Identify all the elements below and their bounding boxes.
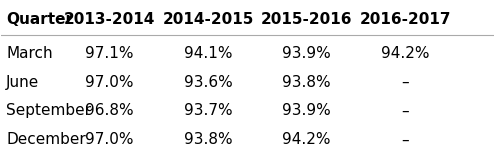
Text: 94.2%: 94.2% <box>282 132 331 147</box>
Text: 93.6%: 93.6% <box>184 75 233 90</box>
Text: 93.7%: 93.7% <box>184 104 233 118</box>
Text: 2014-2015: 2014-2015 <box>162 12 254 27</box>
Text: 93.9%: 93.9% <box>282 104 331 118</box>
Text: 97.1%: 97.1% <box>86 46 134 61</box>
Text: 93.9%: 93.9% <box>282 46 331 61</box>
Text: 93.8%: 93.8% <box>184 132 233 147</box>
Text: 97.0%: 97.0% <box>86 132 134 147</box>
Text: 2015-2016: 2015-2016 <box>261 12 352 27</box>
Text: 94.2%: 94.2% <box>381 46 429 61</box>
Text: 96.8%: 96.8% <box>85 104 134 118</box>
Text: March: March <box>6 46 53 61</box>
Text: –: – <box>401 132 409 147</box>
Text: June: June <box>6 75 40 90</box>
Text: –: – <box>401 75 409 90</box>
Text: December: December <box>6 132 86 147</box>
Text: 94.1%: 94.1% <box>184 46 232 61</box>
Text: Quarter: Quarter <box>6 12 73 27</box>
Text: –: – <box>401 104 409 118</box>
Text: September: September <box>6 104 91 118</box>
Text: 97.0%: 97.0% <box>86 75 134 90</box>
Text: 2013-2014: 2013-2014 <box>64 12 155 27</box>
Text: 2016-2017: 2016-2017 <box>359 12 451 27</box>
Text: 93.8%: 93.8% <box>282 75 331 90</box>
